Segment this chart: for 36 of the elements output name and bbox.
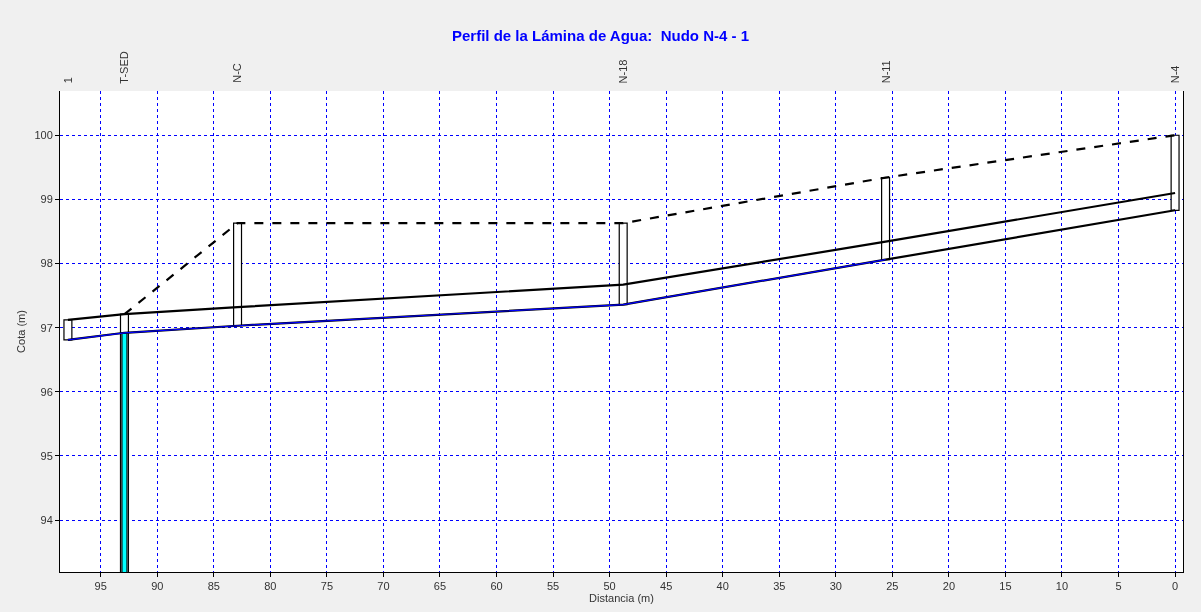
x-tick-label: 75 [320,580,334,593]
x-tick-label: 55 [546,580,560,593]
x-tick-label: 5 [1115,580,1122,593]
text: T-SED [118,51,131,84]
text: N-11 [879,60,892,84]
x-tick-label: 30 [829,580,842,593]
y-tick-label: 95 [40,449,53,462]
x-tick-label: 85 [207,580,220,593]
x-tick-label: 20 [942,580,956,593]
x-tick-label: 35 [773,580,786,593]
x-tick-label: 15 [999,580,1012,593]
y-tick-label: 97 [40,321,53,334]
text: N-C [231,63,244,83]
y-tick-label: 96 [40,385,53,398]
x-tick-label: 40 [716,580,729,593]
chart-title: Perfil de la Lámina de Agua: Nudo N-4 - 1 [452,27,749,45]
x-tick-label: 70 [377,580,390,593]
y-tick-label: 99 [40,193,53,206]
x-axis-title: Distancia (m) [589,592,654,605]
x-tick-label: 80 [264,580,277,593]
x-tick-label: 65 [433,580,447,593]
x-tick-label: 25 [886,580,899,593]
y-tick-label: 98 [40,257,53,270]
x-tick-label: 10 [1055,580,1069,593]
y-tick-label: 94 [40,513,53,526]
x-tick-label: 60 [490,580,503,593]
text: N-18 [616,59,629,84]
text: 1 [61,77,74,84]
x-tick-label: 95 [94,580,107,593]
text: N-4 [1168,65,1181,84]
x-tick-label: 45 [660,580,673,593]
y-axis-title: Cota (m) [15,310,28,353]
x-tick-label: 90 [151,580,164,593]
x-tick-label: 0 [1172,580,1179,593]
y-tick-label: 100 [34,129,53,142]
x-tick-label: 50 [603,580,616,593]
